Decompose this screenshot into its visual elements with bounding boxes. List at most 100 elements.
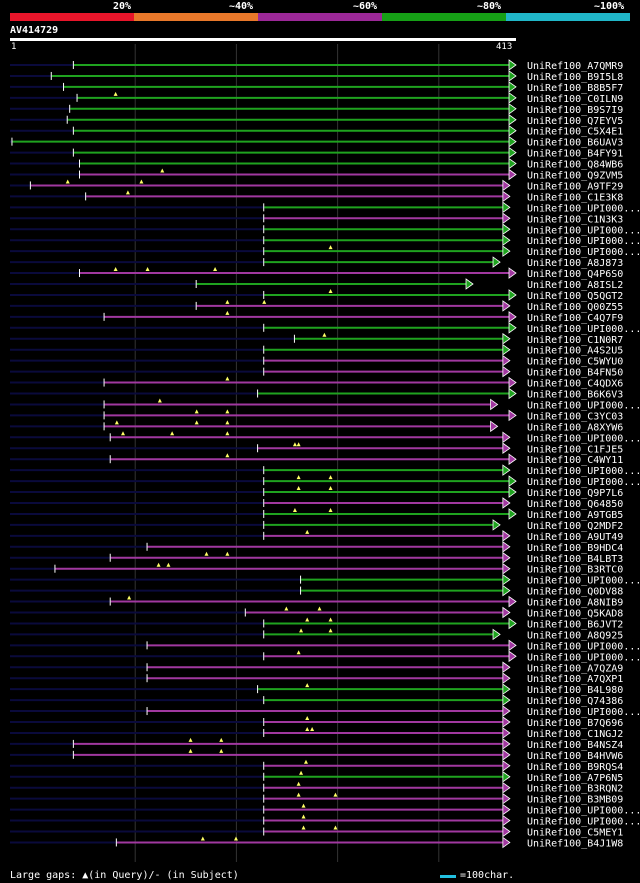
hit-end-arrow: [465, 278, 474, 290]
hit-label: UniRef100_B9S7I9: [527, 105, 623, 116]
hit-end-arrow: [490, 420, 499, 433]
gap-marker: [156, 562, 161, 567]
query-end-label: 413: [496, 42, 513, 52]
gap-marker: [284, 606, 289, 611]
hit-label: UniRef100_Q9ZVM5: [527, 171, 623, 182]
hit-end-arrow: [508, 453, 517, 465]
hit-label: UniRef100_Q7EYV5: [527, 116, 623, 127]
hit-label: UniRef100_C1N0R7: [527, 335, 623, 346]
hit-label: UniRef100_Q5QGT2: [527, 291, 623, 302]
hit-start-tick: [257, 444, 259, 453]
hit-end-arrow: [508, 322, 517, 334]
hit-end-arrow: [502, 365, 511, 378]
hit-start-tick: [109, 433, 111, 442]
hit-label: UniRef100_B7Q696: [527, 718, 623, 729]
hit-start-tick: [79, 269, 81, 278]
gap-marker: [145, 267, 150, 272]
hit-start-tick: [263, 794, 265, 803]
hit-start-tick: [263, 323, 265, 332]
hit-end-arrow: [508, 617, 517, 630]
hit-start-tick: [146, 641, 148, 650]
hit-label: UniRef100_UPI000...: [527, 400, 640, 411]
legend-label-100: ~100%: [594, 1, 625, 12]
hit-label: UniRef100_B4LBT3: [527, 554, 623, 565]
hit-end-arrow: [508, 113, 517, 126]
hit-start-tick: [263, 696, 265, 705]
hit-label: UniRef100_UPI000...: [527, 806, 640, 817]
gap-marker: [328, 288, 333, 293]
hit-start-tick: [263, 630, 265, 639]
hit-start-tick: [50, 71, 52, 80]
gap-marker: [299, 628, 304, 633]
hit-start-tick: [263, 225, 265, 234]
hit-label: UniRef100_Q9P7L6: [527, 488, 623, 499]
hit-end-arrow: [508, 81, 517, 93]
hit-end-arrow: [502, 770, 511, 783]
gap-marker: [160, 168, 165, 173]
hit-label: UniRef100_A4S2U5: [527, 346, 623, 357]
gap-marker: [328, 486, 333, 491]
hit-end-arrow: [502, 530, 511, 542]
hit-end-arrow: [502, 573, 511, 586]
query-bar: [10, 38, 516, 41]
gap-marker: [296, 475, 301, 480]
gap-marker: [296, 650, 301, 655]
hit-start-tick: [263, 772, 265, 781]
hit-label: UniRef100_UPI000...: [527, 324, 640, 335]
hit-label: UniRef100_Q00Z55: [527, 302, 623, 313]
hit-start-tick: [263, 827, 265, 836]
hit-end-arrow: [508, 475, 517, 487]
legend-segment-40: [134, 13, 258, 21]
hit-end-arrow: [502, 661, 511, 674]
hit-label: UniRef100_B4NSZ4: [527, 740, 623, 751]
scale-bar: [440, 875, 456, 878]
hit-label: UniRef100_A9TGB5: [527, 510, 623, 521]
hit-start-tick: [195, 280, 197, 288]
gap-legend-text: Large gaps: ▲(in Query)/- (in Subject): [10, 870, 239, 881]
gap-marker: [322, 332, 327, 337]
hit-start-tick: [263, 258, 265, 267]
gap-marker: [200, 836, 205, 841]
hit-end-arrow: [502, 562, 511, 575]
hit-start-tick: [263, 816, 265, 825]
hit-start-tick: [257, 389, 259, 398]
hit-label: UniRef100_UPI000...: [527, 466, 640, 477]
hit-label: UniRef100_Q4P6S0: [527, 269, 623, 280]
gap-marker: [225, 299, 230, 304]
hit-start-tick: [300, 586, 302, 595]
hit-start-tick: [263, 520, 265, 529]
hit-start-tick: [263, 718, 265, 726]
gap-marker: [170, 431, 175, 436]
hit-start-tick: [72, 750, 74, 759]
hit-end-arrow: [502, 190, 511, 203]
hit-end-arrow: [508, 59, 517, 71]
gap-marker: [188, 748, 193, 753]
hit-label: UniRef100_B9I5L8: [527, 72, 623, 83]
hit-label: UniRef100_A8XYW6: [527, 422, 623, 433]
gap-marker: [127, 595, 132, 600]
hit-end-arrow: [502, 223, 511, 236]
hit-label: UniRef100_UPI000...: [527, 433, 640, 444]
hit-label: UniRef100_C5WYU0: [527, 357, 623, 368]
hit-start-tick: [115, 838, 117, 847]
gap-marker: [317, 606, 322, 611]
hit-start-tick: [103, 400, 105, 409]
hit-start-tick: [109, 553, 111, 562]
gap-marker: [328, 245, 333, 250]
gap-marker: [301, 825, 306, 830]
gap-marker: [225, 431, 230, 436]
query-id: AV414729: [10, 25, 59, 36]
gap-marker: [139, 179, 144, 184]
hit-start-tick: [300, 575, 302, 584]
hit-label: UniRef100_UPI000...: [527, 477, 640, 488]
hit-end-arrow: [508, 486, 517, 498]
hit-start-tick: [109, 597, 111, 606]
hit-label: UniRef100_C4QDX6: [527, 379, 623, 390]
hit-label: UniRef100_UPI000...: [527, 203, 640, 214]
hit-end-arrow: [502, 541, 511, 553]
hit-label: UniRef100_UPI000...: [527, 247, 640, 258]
hit-label: UniRef100_Q64850: [527, 499, 623, 510]
gap-marker: [225, 453, 230, 458]
hit-label: UniRef100_B9HDC4: [527, 543, 623, 554]
hit-start-tick: [11, 137, 13, 146]
